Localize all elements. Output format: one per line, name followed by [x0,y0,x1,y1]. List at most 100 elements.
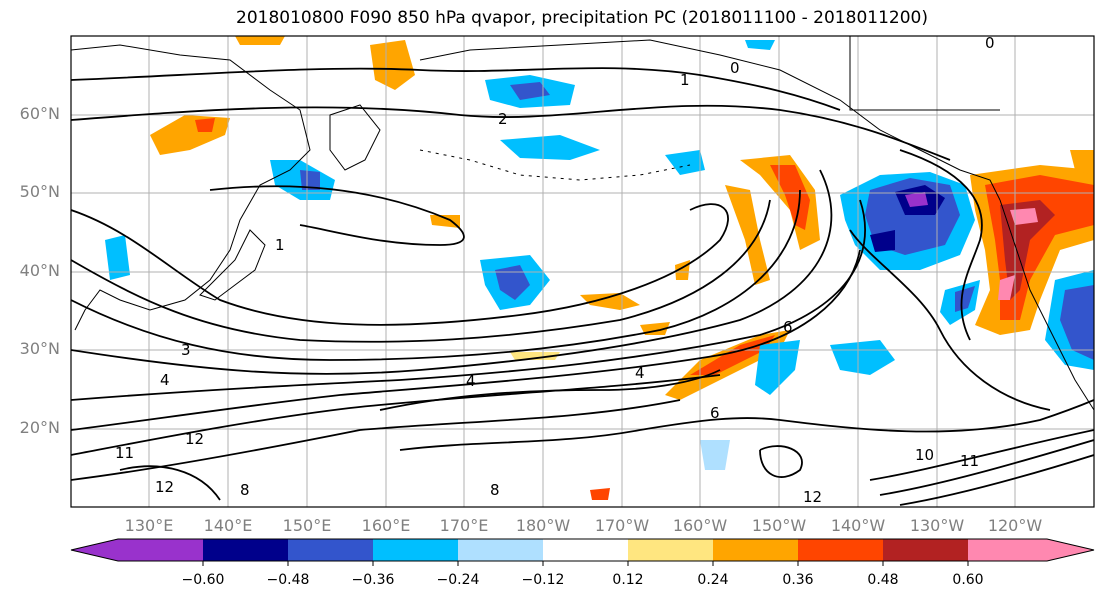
lon-label-170w: 170°W [594,516,650,535]
lon-label-130w: 130°W [909,516,965,535]
contour-label: 0 [985,34,995,52]
contour-label: 8 [240,481,250,499]
colorbar-tick-label: −0.12 [521,572,565,588]
colorbar [70,538,1095,566]
positive-anomaly-patch [1070,150,1094,175]
colorbar-segment [628,539,713,561]
coastline-kamchatka [329,104,381,171]
colorbar-segment [883,539,968,561]
contour-line [71,169,833,375]
colorbar-tick-label: −0.24 [436,572,480,588]
colorbar-segment [798,539,883,561]
contour-label: 0 [730,59,740,77]
positive-anomaly-patch [195,118,215,132]
lon-label-150w: 150°W [751,516,807,535]
colorbar-segment [118,539,203,561]
contour-line [71,67,841,111]
contour-label: 3 [181,341,191,359]
colorbar-segment [458,539,543,561]
negative-anomaly-patch [830,340,895,375]
negative-anomaly-patch [905,192,928,207]
coastline-canada-islands [849,36,1000,111]
lon-label-160w: 160°W [672,516,728,535]
colorbar-tick-label: −0.60 [181,572,225,588]
positive-anomaly-patch [690,335,775,375]
contour-label: 6 [710,404,720,422]
negative-anomaly-patch [755,340,800,395]
negative-anomaly-patch [700,440,730,470]
lon-label-160e: 160°E [361,516,411,535]
contour-line [209,185,465,246]
positive-anomaly-patch [430,215,460,228]
lon-label-180w: 180°W [515,516,571,535]
contour-label: 1 [680,71,690,89]
contour-line [71,374,721,456]
colorbar-segment [713,539,798,561]
contour-label: 4 [635,364,645,382]
contour-line [71,104,951,161]
contour-label: 2 [498,110,508,128]
lat-label-20n: 20°N [19,418,60,437]
contour-line [379,369,721,411]
lat-label-50n: 50°N [19,182,60,201]
qvapor-contours [71,67,1094,506]
colorbar-segment [543,539,628,561]
colorbar-segment [203,539,288,561]
contour-label: 12 [155,478,174,496]
contour-line [849,229,1051,411]
lat-label-40n: 40°N [19,261,60,280]
anomaly-shading [150,36,1094,500]
contour-label: 11 [960,452,979,470]
positive-anomaly-patch [580,293,640,310]
contour-line [899,454,1094,506]
contour-label: 11 [115,444,134,462]
contour-line [71,199,771,343]
positive-anomaly-patch [1010,208,1038,225]
negative-anomaly-patch [1060,285,1094,360]
contour-line [71,199,866,401]
colorbar-segment [288,539,373,561]
lon-label-170e: 170°E [439,516,489,535]
colorbar-tick-label: 0.48 [867,572,899,588]
contour-line [759,445,803,478]
positive-anomaly-patch [1000,200,1055,300]
lon-label-140w: 140°W [830,516,886,535]
positive-anomaly-patch [370,40,415,90]
contour-line [71,189,801,361]
colorbar-tick-label: −0.36 [351,572,395,588]
lon-label-150e: 150°E [282,516,332,535]
coastlines [71,36,1094,411]
contour-line [71,203,729,326]
positive-anomaly-patch [770,165,810,230]
negative-anomaly-patch [495,265,530,300]
coastline-aleutians [419,149,691,181]
colorbar-segment [373,539,458,561]
lat-label-30n: 30°N [19,339,60,358]
negative-anomaly-patch [870,230,895,252]
negative-anomaly-patch [300,170,320,190]
contour-label: 6 [783,318,793,336]
colorbar-tick-label: 0.36 [782,572,814,588]
contour-line [119,465,221,501]
contour-label: 12 [185,430,204,448]
coastline-alaska [419,39,1001,201]
lat-label-60n: 60°N [19,104,60,123]
contour-label: 12 [803,488,822,506]
contour-label: 4 [160,371,170,389]
negative-anomaly-patch [510,82,550,100]
contour-line [869,429,1094,481]
lon-label-130e: 130°E [124,516,174,535]
colorbar-segment [968,539,1047,561]
colorbar-tick-label: −0.48 [266,572,310,588]
map-frame [70,35,1095,508]
graticule [71,36,1094,507]
contour-line [71,399,681,481]
contour-label: 10 [915,446,934,464]
colorbar-tick-label: 0.60 [952,572,984,588]
negative-anomaly-patch [745,40,775,50]
positive-anomaly-patch [590,488,610,500]
coastline-japan [199,229,266,301]
colorbar-extend-high [1047,539,1094,561]
negative-anomaly-patch [105,235,130,280]
